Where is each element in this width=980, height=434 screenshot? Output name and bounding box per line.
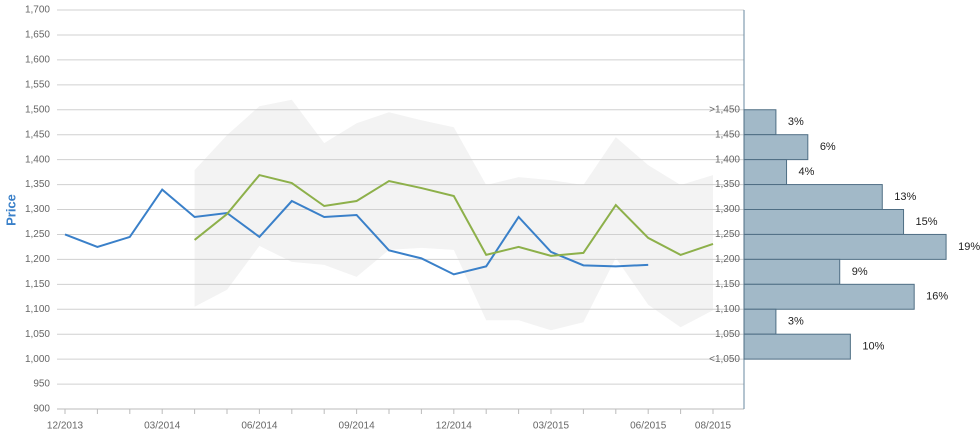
x-tick-label: 09/2014 xyxy=(339,421,376,432)
line-series xyxy=(193,173,714,257)
y-tick-label: 1,450 xyxy=(25,129,50,140)
bin-label: 1,250 xyxy=(715,229,740,240)
histogram-bar xyxy=(743,109,777,136)
bin-label: 1,450 xyxy=(715,129,740,140)
y-tick-label: 1,650 xyxy=(25,30,50,41)
line-series xyxy=(64,188,649,276)
y-tick-label: 1,500 xyxy=(25,104,50,115)
value-label: 16% xyxy=(926,291,948,303)
y-tick-label: 900 xyxy=(33,404,50,415)
histogram-bar xyxy=(743,209,905,235)
y-tick-label: 1,150 xyxy=(25,279,50,290)
x-tick-label: 08/2015 xyxy=(695,421,732,432)
histogram-bar xyxy=(743,233,947,260)
x-tick-label: 03/2015 xyxy=(533,421,570,432)
y-tick-label: 1,350 xyxy=(25,179,50,190)
histogram-bar xyxy=(743,159,788,186)
histogram-bar xyxy=(743,184,883,210)
bin-label: <1,050 xyxy=(709,354,740,365)
y-tick-label: 1,200 xyxy=(25,254,50,265)
x-tick-label: 03/2014 xyxy=(144,421,181,432)
value-label: 6% xyxy=(820,141,836,153)
bin-label: >1,450 xyxy=(709,104,740,115)
y-tick-label: 950 xyxy=(33,379,50,390)
value-label: 13% xyxy=(894,191,916,203)
value-label: 3% xyxy=(788,316,804,328)
y-tick-label: 1,100 xyxy=(25,304,50,315)
value-label: 10% xyxy=(862,341,884,353)
y-tick-label: 1,000 xyxy=(25,354,50,365)
y-tick-label: 1,700 xyxy=(25,5,50,16)
x-tick-label: 12/2013 xyxy=(47,421,84,432)
histogram-bar xyxy=(743,258,841,285)
x-tick-label: 06/2015 xyxy=(630,421,667,432)
value-label: 9% xyxy=(852,266,868,278)
value-label: 3% xyxy=(788,116,804,128)
y-tick-label: 1,550 xyxy=(25,79,50,90)
y-tick-label: 1,250 xyxy=(25,229,50,240)
range-band xyxy=(194,99,714,331)
bin-label: 1,100 xyxy=(715,304,740,315)
bin-label: 1,300 xyxy=(715,204,740,215)
bin-label: 1,350 xyxy=(715,179,740,190)
y-tick-label: 1,600 xyxy=(25,55,50,66)
histogram-bar xyxy=(743,333,851,360)
y-tick-label: 1,400 xyxy=(25,154,50,165)
bin-label: 1,050 xyxy=(715,329,740,340)
histogram-bar xyxy=(743,283,915,310)
value-label: 19% xyxy=(958,241,980,253)
y-axis-title: Price xyxy=(3,194,18,226)
bin-label: 1,200 xyxy=(715,254,740,265)
x-tick-label: 12/2014 xyxy=(436,421,473,432)
y-tick-label: 1,050 xyxy=(25,329,50,340)
y-tick-label: 1,300 xyxy=(25,204,50,215)
value-label: 4% xyxy=(799,166,815,178)
histogram-bar xyxy=(743,308,777,335)
bin-label: 1,150 xyxy=(715,279,740,290)
x-tick-label: 06/2014 xyxy=(241,421,278,432)
value-label: 15% xyxy=(916,216,938,228)
histogram-bar xyxy=(743,134,809,161)
bin-label: 1,400 xyxy=(715,154,740,165)
